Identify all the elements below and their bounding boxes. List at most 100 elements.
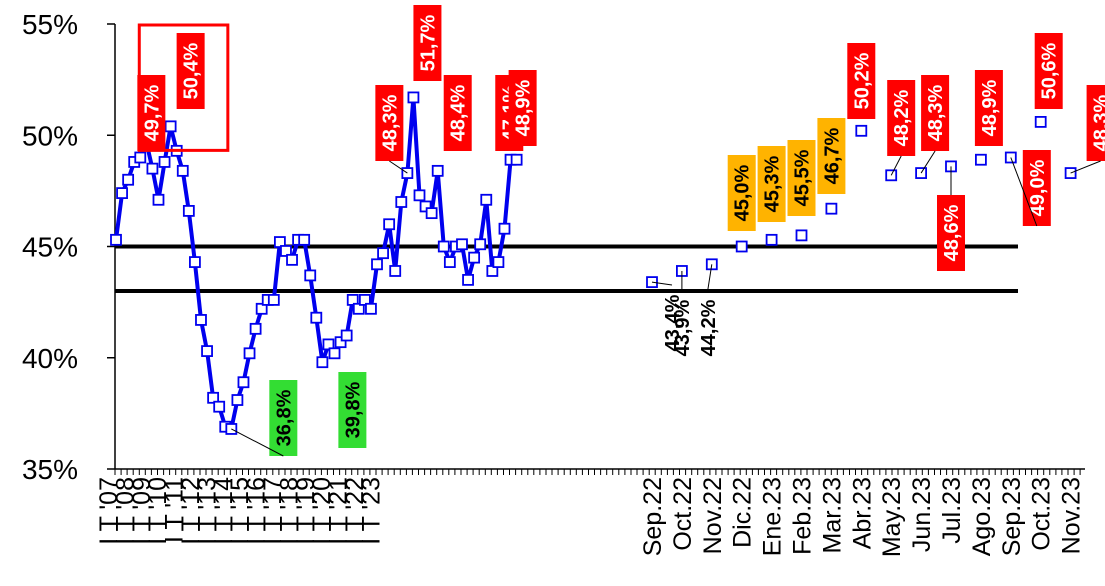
x-tick-label: May.23 — [878, 477, 906, 557]
data-point — [1034, 116, 1047, 128]
data-point — [304, 269, 317, 282]
data-label-box — [921, 75, 950, 151]
data-label: 48,4% — [448, 84, 470, 141]
x-tick-label: Nov.22 — [699, 477, 727, 554]
data-point — [134, 151, 147, 164]
data-point — [152, 193, 165, 206]
data-point — [328, 347, 341, 360]
label-leader-line — [651, 281, 673, 286]
x-tick-label: I T '11 — [161, 477, 189, 543]
data-point — [510, 153, 523, 166]
data-point — [443, 256, 456, 268]
series-group — [110, 91, 1077, 435]
data-label: 51,7% — [417, 14, 439, 71]
data-label-box — [443, 75, 472, 151]
data-point — [456, 238, 468, 251]
data-label: 50,6% — [1039, 42, 1061, 99]
x-tick-label: Jul.23 — [938, 477, 966, 544]
x-tick-label: I T '08 — [111, 477, 139, 545]
x-tick-label: Ago.23 — [968, 477, 996, 556]
data-point — [486, 265, 499, 277]
data-label: 50,2% — [851, 52, 873, 109]
label-leader-line — [890, 155, 902, 176]
x-tick-label: Abr.23 — [848, 477, 876, 549]
label-leader-line — [920, 150, 936, 174]
data-label: 45,3% — [762, 155, 784, 212]
data-label: 46,7% — [821, 127, 843, 184]
data-label: 48,3% — [1091, 94, 1105, 151]
data-point — [322, 338, 335, 351]
data-label: 39,8% — [342, 381, 364, 438]
y-tick-label: 45% — [22, 232, 78, 263]
data-label: 48,3% — [379, 94, 401, 151]
data-label-box — [269, 380, 298, 456]
data-point — [298, 233, 311, 246]
data-point — [358, 293, 371, 306]
data-point — [437, 240, 450, 253]
x-tick-label: I T '17 — [259, 477, 287, 545]
data-point — [267, 293, 280, 306]
data-label: 48,9% — [513, 79, 535, 136]
data-point — [201, 345, 213, 357]
data-label: 43,4% — [662, 294, 684, 351]
data-point — [110, 233, 122, 246]
x-tick-label: Ene.23 — [759, 477, 787, 556]
data-label-box — [176, 33, 205, 109]
data-label-box — [137, 75, 166, 151]
data-label-box — [937, 195, 965, 271]
data-point — [498, 222, 511, 235]
data-label-box — [1086, 85, 1105, 161]
x-tick-label: I T '20 — [308, 477, 336, 545]
data-label-box — [375, 85, 404, 161]
data-label-box — [727, 155, 756, 231]
data-point — [395, 196, 408, 208]
reference-lines — [115, 244, 1018, 293]
data-point — [195, 314, 207, 326]
x-tick-label: Oct.23 — [1028, 477, 1056, 551]
data-point — [207, 391, 220, 404]
data-point — [389, 265, 402, 277]
label-leader-line — [231, 428, 284, 457]
data-label-box — [847, 43, 876, 119]
x-tick-label: Dic.22 — [729, 477, 757, 548]
data-point — [346, 293, 359, 306]
data-point — [825, 202, 838, 215]
data-label: 50,4% — [181, 42, 203, 99]
x-tick-label: Nov.23 — [1058, 477, 1086, 554]
data-point — [855, 124, 868, 137]
data-labels: 49,7%50,4%36,8%39,8%48,3%51,7%48,4%47,1%… — [137, 5, 1105, 457]
highlight-box — [137, 23, 230, 152]
data-point — [735, 240, 748, 253]
label-leader-line — [1070, 160, 1101, 174]
data-label: 49,7% — [141, 84, 163, 141]
data-label-box — [1022, 150, 1051, 226]
data-point — [468, 251, 481, 264]
x-tick-label: Oct.22 — [669, 477, 697, 551]
data-label-box — [757, 146, 786, 222]
data-point — [462, 273, 474, 286]
data-label: 44,2% — [698, 299, 720, 356]
data-point — [425, 207, 438, 220]
data-point — [237, 376, 250, 389]
data-point — [273, 236, 286, 248]
data-point — [975, 153, 987, 166]
label-leader-line — [1010, 157, 1038, 227]
data-point — [371, 258, 383, 271]
x-tick-label: I T '12 — [177, 477, 205, 545]
x-tick-label: Feb.23 — [789, 477, 817, 555]
data-point — [407, 91, 420, 104]
label-leader-line — [389, 160, 408, 174]
data-label: 49,0% — [1027, 159, 1049, 216]
data-point — [310, 311, 323, 324]
x-tick-label: I T '19 — [292, 477, 320, 545]
data-label-box — [338, 372, 367, 448]
x-tick-label: I T '15 — [226, 477, 254, 545]
y-tick-label: 35% — [22, 454, 78, 485]
data-point — [243, 347, 256, 360]
label-leader-line — [707, 264, 713, 291]
x-tick-label: Mar.23 — [818, 477, 846, 553]
data-point — [189, 256, 201, 268]
data-point — [413, 189, 426, 202]
data-point — [765, 233, 778, 246]
